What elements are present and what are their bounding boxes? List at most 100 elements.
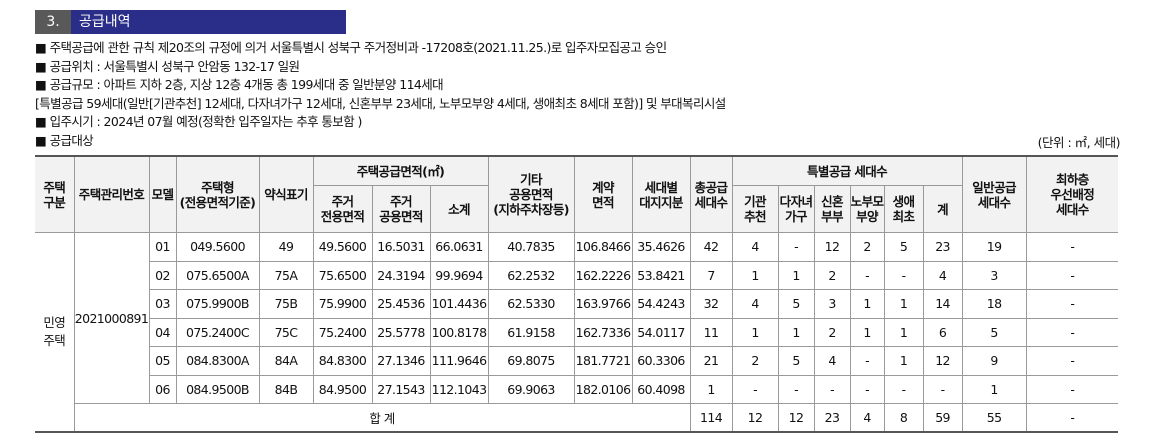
cell-total-supply: 11 [689,317,733,347]
header-lowest-floor: 최하층 우선배정 세대수 [1025,155,1119,233]
cell-general-supply: 5 [961,317,1027,347]
cell-contract-area: 163.9766 [573,289,633,319]
cell-common-area: 25.4536 [371,289,431,319]
cell-newlywed: 2 [813,317,851,347]
cell-multichild: 1 [777,317,815,347]
cell-contract-area: 181.7721 [573,346,633,376]
table-row: 05 084.8300A 84A 84.8300 27.1346 111.9646 69.8… [35,346,1119,376]
unit-label: (단위 : ㎡, 세대) [1037,135,1121,150]
cell-land-share: 54.0117 [631,317,691,347]
cell-land-share: 60.3306 [631,346,691,376]
header-model: 모델 [148,155,177,233]
cell-lowest-floor: - [1025,260,1119,290]
notes-list: ■ 주택공급에 관한 규칙 제20조의 규정에 의거 서울특별시 성북구 주거정… [35,39,726,151]
cell-other-common: 69.9063 [487,374,575,404]
header-elderly: 노부모 부양 [849,185,885,233]
header-general-supply: 일반공급 세대수 [961,155,1027,233]
cell-elderly: - [849,346,885,376]
cell-exclusive-area: 75.9900 [312,289,373,319]
cell-subtotal: 100.8178 [429,317,489,347]
cell-firsttime: 1 [883,317,924,347]
header-other-common: 기타 공용면적 (지하주차장등) [487,155,575,233]
cell-total-supply: 1 [689,374,733,404]
cell-institution: 1 [731,260,779,290]
totals-cell-elder: 4 [849,403,885,433]
cell-contract-area: 182.0106 [573,374,633,404]
header-housing-type: 주택 구분 [35,155,75,233]
cell-subtotal: 111.9646 [429,346,489,376]
header-contract-area: 계약 면적 [573,155,633,233]
cell-multichild: 5 [777,346,815,376]
cell-newlywed: - [813,374,851,404]
cell-lowest-floor: - [1025,317,1119,347]
header-mgmt-no: 주택관리번호 [73,155,150,233]
cell-model: 04 [149,317,177,347]
cell-abbr: 75C [258,317,314,347]
totals-cell-sum: 59 [922,403,963,433]
cell-exclusive-area: 84.9500 [312,374,373,404]
note-approval: ■ 주택공급에 관한 규칙 제20조의 규정에 의거 서울특별시 성북구 주거정… [35,40,667,55]
cell-common-area: 27.1543 [371,374,431,404]
cell-model: 01 [148,232,177,262]
header-abbr: 약식표기 [258,155,314,233]
cell-institution: 4 [731,232,779,262]
section-title: 3. 공급내역 [35,10,346,34]
header-firsttime: 생애 최초 [883,185,924,233]
totals-label: 합 계 [74,403,691,433]
cell-elderly: 1 [849,289,885,319]
header-total-supply: 총공급 세대수 [689,155,733,233]
table-row: 04 075.2400C 75C 75.2400 25.5778 100.8178 61.9… [35,317,1119,347]
cell-land-share: 35.4626 [631,232,691,262]
cell-general-supply: 3 [961,260,1027,290]
cell-exclusive-area: 49.5600 [312,232,373,262]
totals-cell-multi: 12 [777,403,815,433]
cell-multichild: 5 [777,289,815,319]
totals-cell-newly: 23 [813,403,851,433]
totals-cell-inst: 12 [731,403,779,433]
cell-total-supply: 32 [689,289,733,319]
cell-special-sum: 23 [922,232,963,262]
cell-special-sum: 12 [922,346,963,376]
cell-general-supply: 19 [961,232,1027,262]
table-row: 06 084.9500B 84B 84.9500 27.1543 112.1043 69.9… [35,374,1119,404]
cell-other-common: 61.9158 [487,317,575,347]
cell-housing-type: 민영 주택 [35,232,75,433]
cell-house-type: 049.5600 [175,232,260,262]
header-institution: 기관 추천 [731,185,779,233]
cell-abbr: 75A [258,260,314,290]
section-title-text: 공급내역 [79,14,131,30]
cell-elderly: - [849,374,885,404]
cell-institution: - [731,374,779,404]
cell-other-common: 69.8075 [487,346,575,376]
cell-firsttime: - [883,374,924,404]
cell-multichild: 1 [777,260,815,290]
cell-house-type: 084.9500B [175,374,260,404]
cell-model: 03 [149,289,177,319]
cell-other-common: 40.7835 [487,232,575,262]
header-land-share: 세대별 대지지분 [631,155,691,233]
note-target: ■ 공급대상 [35,132,94,148]
header-special-sum: 계 [922,185,963,233]
header-newlywed: 신혼 부부 [813,185,851,233]
cell-house-type: 075.9900B [175,289,260,319]
note-location: ■ 공급위치 : 서울특별시 성북구 안암동 132-17 일원 [35,58,300,74]
cell-common-area: 24.3194 [371,260,431,290]
note-scale: ■ 공급규모 : 아파트 지하 2층, 지상 12층 4개동 총 199세대 중… [35,77,444,93]
cell-exclusive-area: 75.6500 [312,260,373,290]
cell-newlywed: 12 [813,232,851,262]
cell-newlywed: 3 [813,289,851,319]
cell-contract-area: 162.7336 [573,317,633,347]
note-special-breakdown: [특별공급 59세대(일반[기관추천] 12세대, 다자녀가구 12세대, 신혼… [35,95,726,111]
cell-abbr: 84B [258,374,314,404]
totals-cell-low: - [1025,403,1119,433]
cell-special-sum: 4 [922,260,963,290]
cell-multichild: - [777,374,815,404]
cell-house-type: 075.2400C [175,317,260,347]
cell-common-area: 27.1346 [371,346,431,376]
cell-total-supply: 21 [689,346,733,376]
cell-exclusive-area: 75.2400 [312,317,373,347]
cell-institution: 4 [731,289,779,319]
totals-row: 합 계 114 12 12 23 4 8 59 55- [35,403,1119,433]
table-row: 03 075.9900B 75B 75.9900 25.4536 101.4436 62.5… [35,289,1119,319]
cell-mgmt-no: 2021000891 [73,232,150,404]
